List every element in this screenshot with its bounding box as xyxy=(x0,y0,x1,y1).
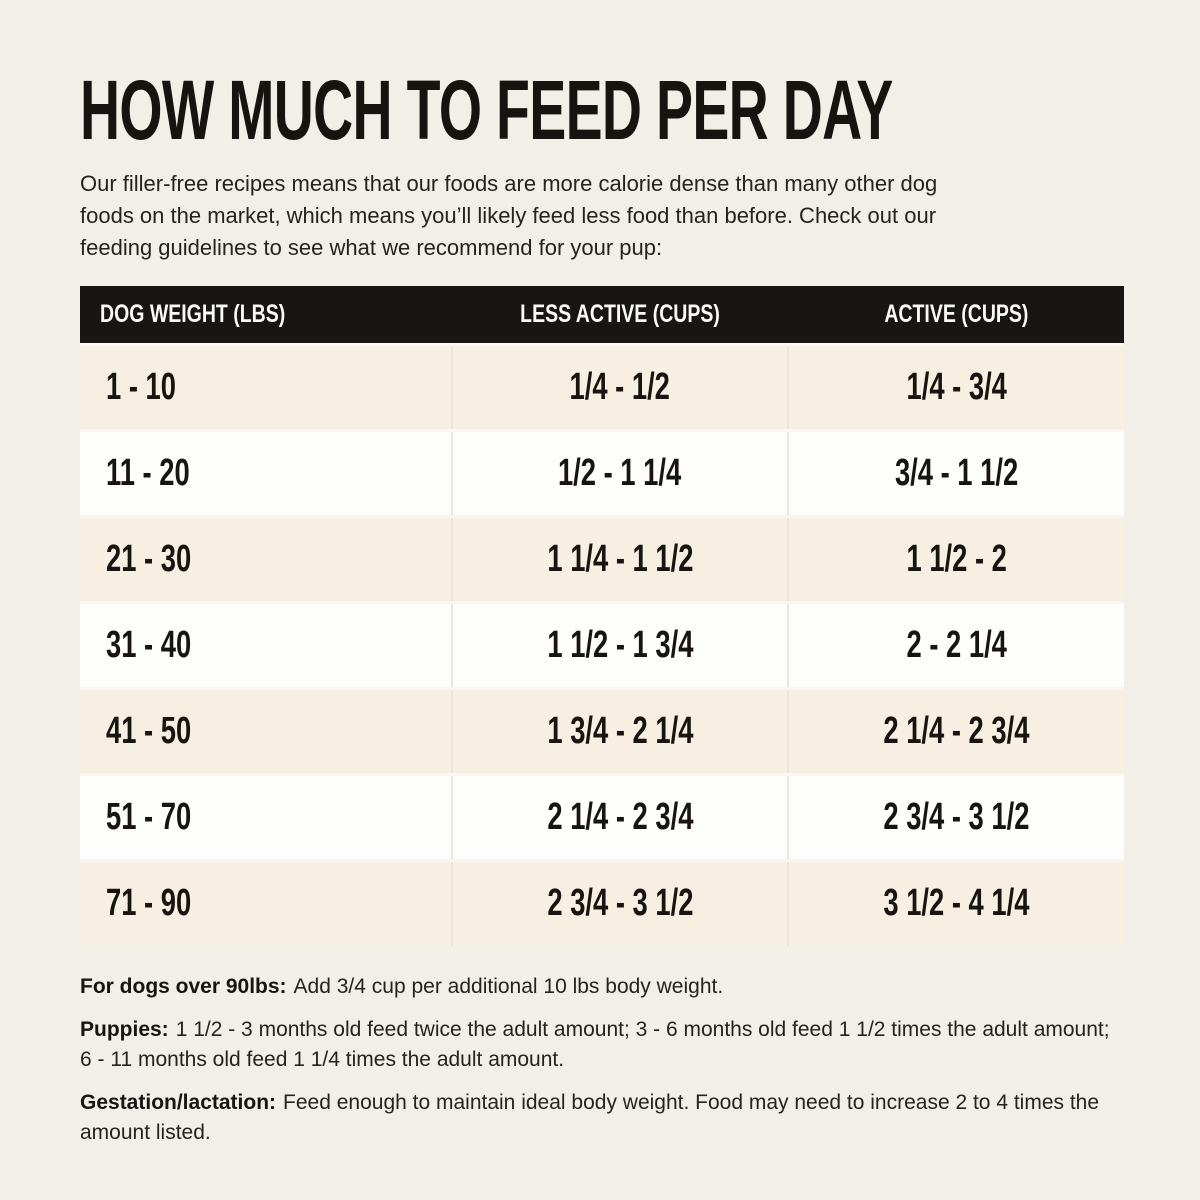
cell-less-active: 1/4 - 1/2 xyxy=(452,342,789,430)
note-over-90lbs: For dogs over 90lbs: Add 3/4 cup per addi… xyxy=(80,972,1110,1002)
table-row: 71 - 90 2 3/4 - 3 1/2 3 1/2 - 4 1/4 xyxy=(80,858,1124,946)
table-row: 1 - 10 1/4 - 1/2 1/4 - 3/4 xyxy=(80,342,1124,430)
intro-line: Our filler-free recipes means that our f… xyxy=(80,171,938,196)
cell-weight: 21 - 30 xyxy=(80,514,453,602)
table-row: 31 - 40 1 1/2 - 1 3/4 2 - 2 1/4 xyxy=(80,600,1124,688)
note-label: For dogs over 90lbs: xyxy=(80,975,287,998)
note-text: Feed enough to maintain ideal body weigh… xyxy=(80,1091,1100,1144)
cell-active: 2 1/4 - 2 3/4 xyxy=(788,686,1124,774)
intro-paragraph: Our filler-free recipes means that our f… xyxy=(80,168,1122,264)
table-row: 51 - 70 2 1/4 - 2 3/4 2 3/4 - 3 1/2 xyxy=(80,772,1124,860)
table-header-row: DOG WEIGHT (LBS) LESS ACTIVE (CUPS) ACTI… xyxy=(80,286,1124,344)
cell-active: 3 1/2 - 4 1/4 xyxy=(788,858,1124,946)
intro-line: feeding guidelines to see what we recomm… xyxy=(80,235,663,260)
page-title: HOW MUCH TO FEED PER DAY xyxy=(80,63,1122,157)
note-gestation-lactation: Gestation/lactation: Feed enough to maint… xyxy=(80,1088,1110,1148)
intro-line: foods on the market, which means you’ll … xyxy=(80,203,937,228)
cell-active: 1 1/2 - 2 xyxy=(788,514,1124,602)
cell-weight: 11 - 20 xyxy=(80,428,453,516)
cell-less-active: 2 1/4 - 2 3/4 xyxy=(452,772,789,860)
cell-active: 2 3/4 - 3 1/2 xyxy=(788,772,1124,860)
cell-less-active: 1 3/4 - 2 1/4 xyxy=(452,686,789,774)
cell-weight: 71 - 90 xyxy=(80,858,453,946)
note-puppies: Puppies: 1 1/2 - 3 months old feed twice … xyxy=(80,1015,1110,1075)
cell-active: 2 - 2 1/4 xyxy=(788,600,1124,688)
cell-weight: 31 - 40 xyxy=(80,600,453,688)
cell-less-active: 1/2 - 1 1/4 xyxy=(452,428,789,516)
cell-active: 3/4 - 1 1/2 xyxy=(788,428,1124,516)
cell-less-active: 2 3/4 - 3 1/2 xyxy=(452,858,789,946)
note-label: Gestation/lactation: xyxy=(80,1091,277,1114)
column-header-dog-weight: DOG WEIGHT (LBS) xyxy=(80,286,452,344)
cell-weight: 51 - 70 xyxy=(80,772,453,860)
cell-weight: 1 - 10 xyxy=(80,342,453,430)
footnotes: For dogs over 90lbs: Add 3/4 cup per addi… xyxy=(80,972,1110,1148)
table-row: 21 - 30 1 1/4 - 1 1/2 1 1/2 - 2 xyxy=(80,514,1124,602)
table-row: 41 - 50 1 3/4 - 2 1/4 2 1/4 - 2 3/4 xyxy=(80,686,1124,774)
note-text: Add 3/4 cup per additional 10 lbs body w… xyxy=(293,975,724,998)
feeding-table: DOG WEIGHT (LBS) LESS ACTIVE (CUPS) ACTI… xyxy=(80,286,1124,946)
feeding-guide-page: HOW MUCH TO FEED PER DAY Our filler-free… xyxy=(80,63,1124,1148)
note-label: Puppies: xyxy=(80,1018,169,1041)
page-title-text: HOW MUCH TO FEED PER DAY xyxy=(80,63,893,157)
table-row: 11 - 20 1/2 - 1 1/4 3/4 - 1 1/2 xyxy=(80,428,1124,516)
cell-less-active: 1 1/2 - 1 3/4 xyxy=(452,600,789,688)
column-header-active: ACTIVE (CUPS) xyxy=(788,286,1124,344)
column-header-less-active: LESS ACTIVE (CUPS) xyxy=(452,286,788,344)
cell-weight: 41 - 50 xyxy=(80,686,453,774)
cell-active: 1/4 - 3/4 xyxy=(788,342,1124,430)
note-text: 1 1/2 - 3 months old feed twice the adul… xyxy=(80,1018,1110,1071)
cell-less-active: 1 1/4 - 1 1/2 xyxy=(452,514,789,602)
